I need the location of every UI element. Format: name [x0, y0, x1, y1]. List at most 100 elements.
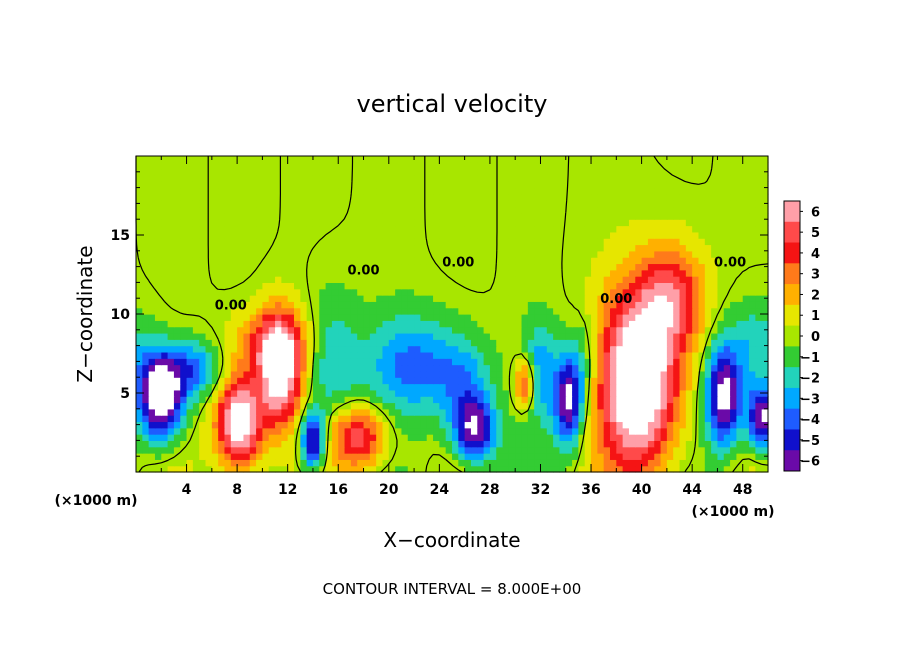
field-cell [338, 320, 346, 328]
field-cell [515, 193, 523, 201]
field-cell [584, 276, 592, 283]
field-cell [173, 314, 181, 321]
field-cell [692, 402, 700, 410]
field-cell [312, 250, 320, 258]
field-cell [698, 276, 706, 283]
field-cell [755, 402, 763, 410]
field-cell [515, 269, 523, 277]
field-cell [275, 377, 282, 385]
field-cell [167, 459, 175, 467]
field-cell [628, 193, 636, 201]
field-cell [249, 288, 257, 296]
field-cell [591, 326, 598, 334]
field-cell [742, 326, 750, 334]
field-cell [439, 389, 447, 397]
field-cell [205, 332, 213, 340]
field-cell [180, 459, 188, 467]
field-cell [205, 351, 213, 359]
field-cell [534, 383, 542, 391]
field-cell [508, 174, 516, 182]
field-cell [306, 168, 314, 176]
field-cell [173, 193, 181, 201]
field-cell [312, 269, 320, 277]
field-cell [540, 295, 548, 302]
field-cell [559, 314, 567, 321]
field-cell [755, 231, 763, 239]
field-cell [395, 326, 403, 334]
field-cell [401, 174, 409, 182]
field-cell [237, 453, 245, 460]
field-cell [439, 383, 447, 391]
field-cell [382, 168, 390, 176]
field-cell [679, 421, 687, 429]
field-cell [218, 219, 226, 227]
field-cell [407, 320, 415, 328]
field-cell [199, 206, 207, 214]
field-cell [458, 358, 466, 366]
field-cell [167, 427, 175, 435]
field-cell [439, 193, 447, 201]
field-cell [761, 187, 769, 195]
field-cell [192, 301, 200, 309]
field-cell [439, 257, 447, 265]
field-cell [692, 219, 700, 227]
field-cell [275, 276, 282, 283]
field-cell [489, 370, 497, 378]
field-cell [154, 440, 162, 448]
field-cell [679, 181, 687, 189]
field-cell [167, 326, 175, 334]
field-cell [711, 200, 719, 208]
field-cell [565, 276, 573, 283]
field-cell [154, 402, 162, 410]
field-cell [268, 244, 276, 252]
field-cell [281, 244, 289, 252]
field-cell [167, 225, 175, 233]
field-cell [736, 408, 744, 416]
field-cell [704, 320, 712, 328]
field-cell [736, 440, 744, 448]
field-cell [742, 269, 750, 277]
field-cell [717, 408, 725, 416]
field-cell [470, 370, 478, 378]
field-cell [641, 427, 649, 435]
field-cell [230, 168, 238, 176]
field-cell [426, 288, 434, 296]
field-cell [508, 301, 516, 309]
field-cell [572, 181, 579, 189]
field-cell [635, 187, 643, 195]
field-cell [142, 174, 150, 182]
field-cell [711, 212, 719, 220]
field-cell [635, 389, 643, 397]
field-cell [388, 465, 396, 473]
field-cell [723, 421, 731, 429]
field-cell [578, 427, 586, 435]
field-cell [237, 465, 245, 473]
field-cell [445, 156, 453, 163]
field-cell [363, 370, 371, 378]
field-cell [755, 225, 763, 233]
field-cell [553, 339, 561, 347]
field-cell [477, 408, 485, 416]
field-cell [616, 320, 624, 328]
field-cell [508, 434, 516, 441]
field-cell [148, 389, 156, 397]
field-cell [755, 364, 763, 372]
field-cell [704, 446, 712, 454]
field-cell [508, 238, 516, 246]
field-cell [622, 332, 630, 340]
field-cell [496, 314, 504, 321]
field-cell [591, 244, 598, 252]
field-cell [616, 434, 624, 441]
field-cell [761, 459, 769, 467]
field-cell [230, 231, 238, 239]
field-cell [704, 181, 712, 189]
field-cell [312, 187, 320, 195]
field-cell [426, 162, 434, 170]
field-cell [515, 320, 523, 328]
field-cell [489, 187, 497, 195]
field-cell [717, 402, 725, 410]
field-cell [237, 446, 245, 454]
field-cell [679, 238, 687, 246]
field-cell [546, 269, 554, 277]
field-cell [167, 295, 175, 302]
